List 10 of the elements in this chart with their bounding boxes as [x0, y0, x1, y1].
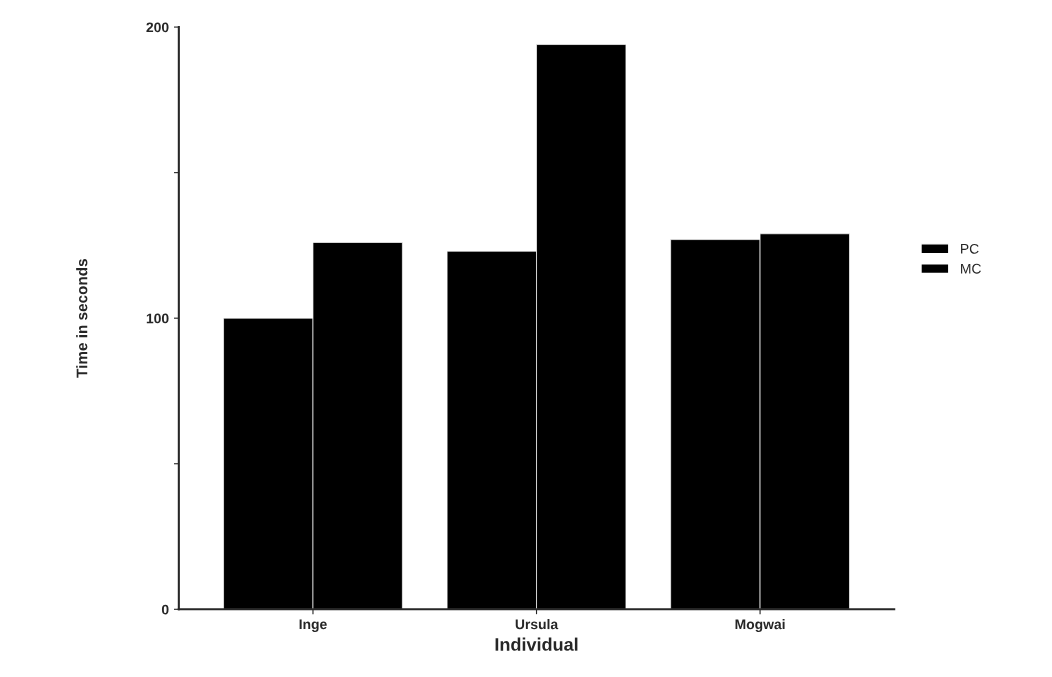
- legend-label: PC: [961, 243, 979, 254]
- y-tick-label: 100: [146, 313, 169, 324]
- x-tick-label: Inge: [299, 619, 327, 632]
- y-tick-label: 200: [146, 22, 169, 33]
- x-tick-label: Mogwai: [735, 619, 785, 633]
- x-axis-title: Individual: [495, 637, 578, 651]
- y-tick-label: 0: [161, 604, 169, 615]
- y-axis-title: Time in seconds: [76, 259, 88, 378]
- legend-label: MC: [961, 263, 981, 274]
- x-tick-label: Ursula: [515, 619, 559, 630]
